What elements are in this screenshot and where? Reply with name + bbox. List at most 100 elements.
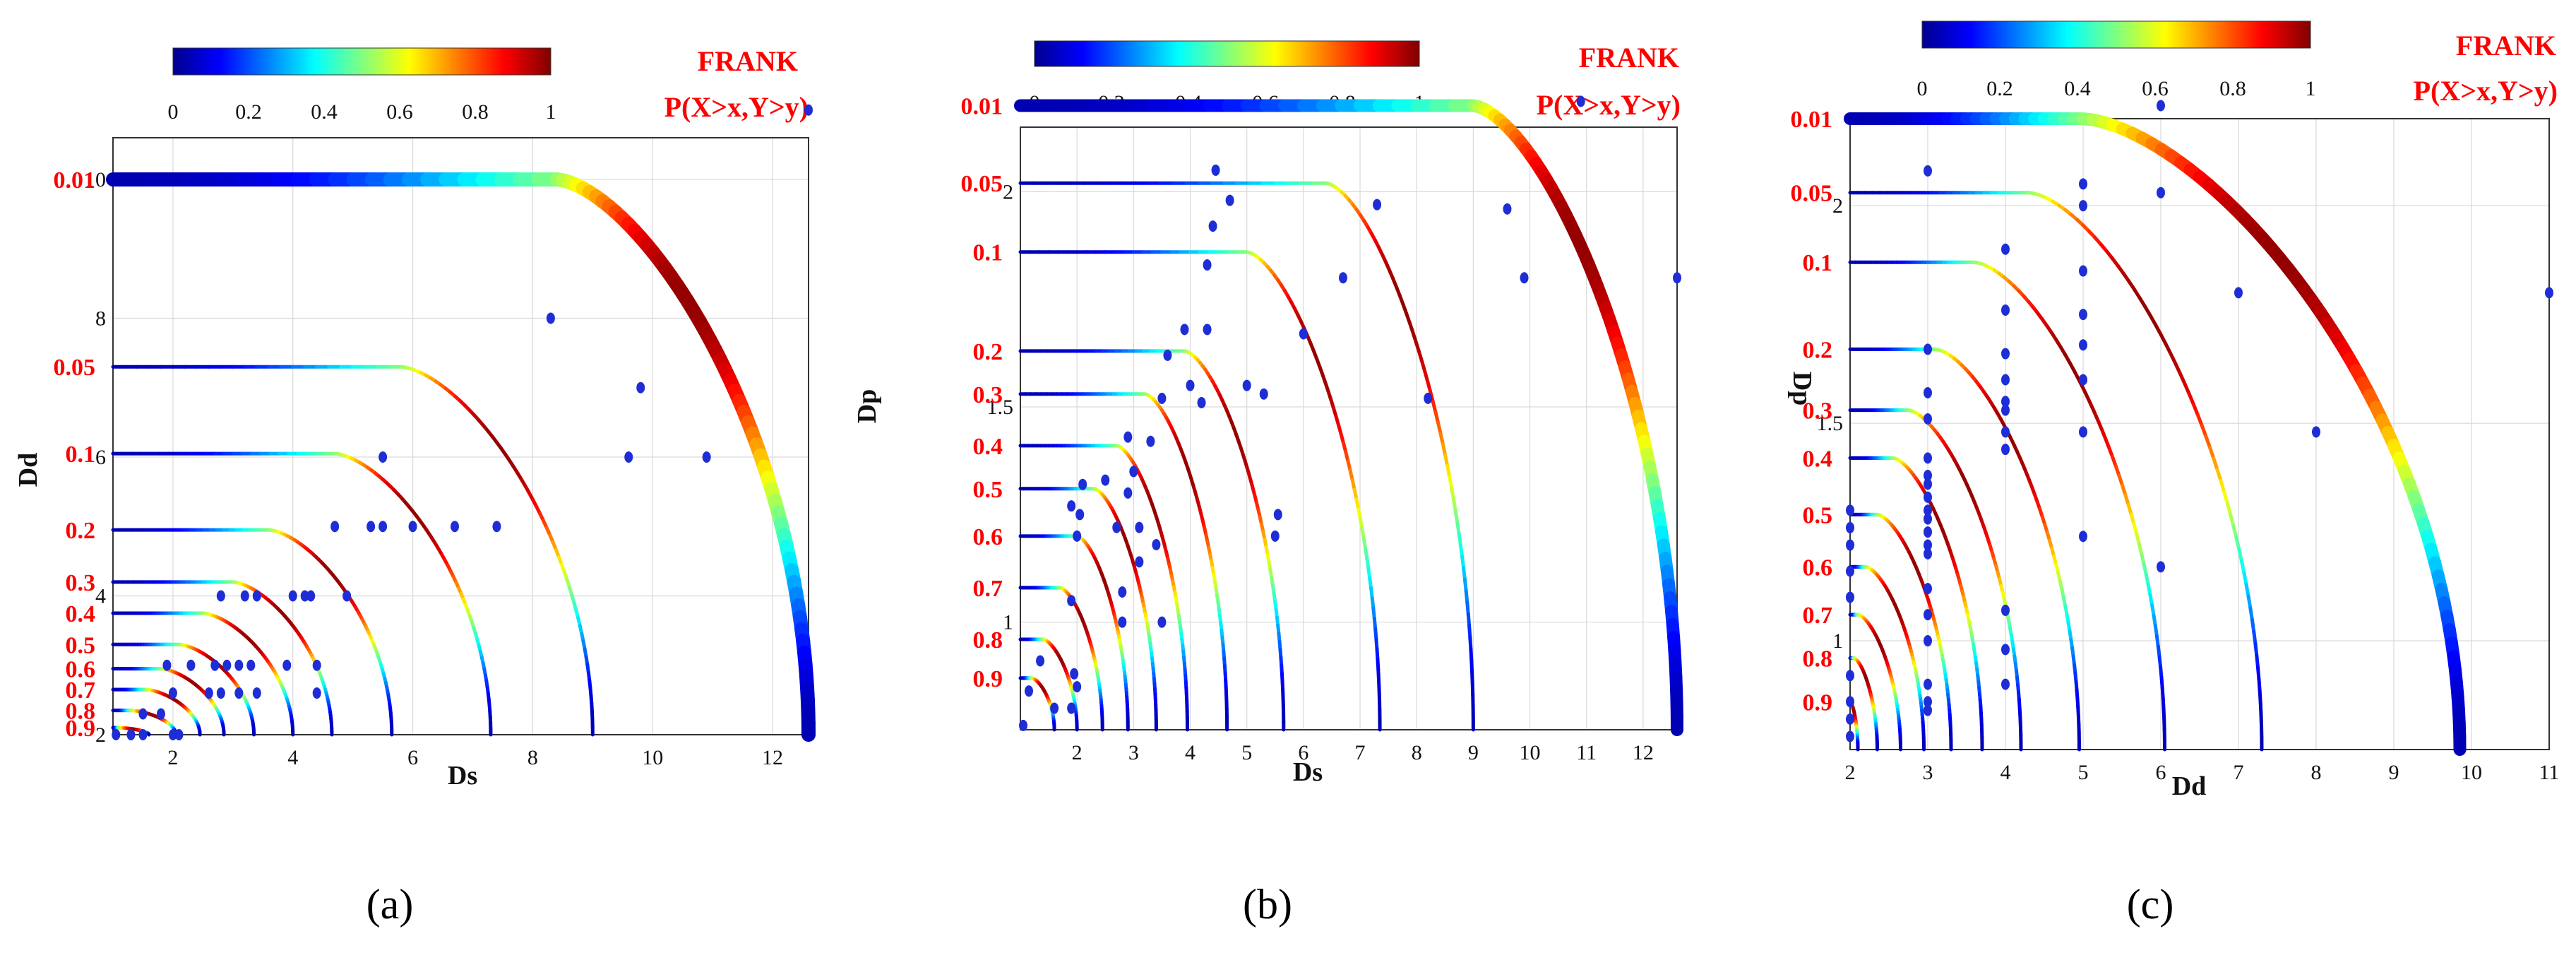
data-point [2001,374,2010,386]
p-level-label: 0.3 [1803,398,1833,425]
legend-subtitle-b: P(X>x,Y>y) [1537,89,1681,121]
data-point [1270,530,1280,542]
p-level-label: 0.2 [66,518,96,544]
colorbar-c [1921,20,2311,49]
data-point [1924,504,1932,516]
x-tick-label: 11 [1576,741,1597,764]
p-level-label: 0.4 [1803,446,1833,472]
x-tick-label: 10 [642,746,663,769]
contour-segment [1445,463,1452,479]
contour-segment [2187,392,2195,406]
contour-segment [2253,641,2259,658]
p-level-label: 0.2 [973,339,1003,365]
points-a [112,104,813,740]
cb-tick-1: 0.2 [235,100,262,124]
y-ticks-b: 11.52 [987,180,1014,634]
data-point [378,521,388,533]
x-tick-label: 6 [2156,761,2166,784]
data-point [1924,635,1932,647]
data-point [2001,396,2010,408]
plot-area-c [1849,118,2550,750]
contour-segment [2244,582,2250,598]
data-point [2001,404,2010,416]
contour-0.3 [1848,408,2023,752]
x-tick-label: 5 [1241,741,1252,764]
data-point [1073,530,1082,542]
data-point [1070,668,1079,680]
contour-0.1 [111,451,493,737]
caption-b: (b) [1243,881,1292,928]
data-point [210,659,220,671]
data-point [1146,435,1155,447]
data-point [138,708,148,720]
data-point [1180,324,1189,336]
data-point [1197,396,1206,408]
data-point [1924,678,1932,690]
y-tick-label: 10 [85,168,106,191]
p-level-label: 0.8 [1803,646,1833,673]
contour-segment [1455,520,1461,535]
contour-segment [1441,442,1448,457]
cb-tick-0: 0 [1917,77,1928,100]
data-point [1073,681,1082,693]
contour-segment [2178,372,2187,386]
p-level-label: 0.6 [973,524,1003,550]
contour-segment [2225,502,2233,517]
cb-tick-0: 0 [168,100,179,124]
p-level-label: 0.01 [54,167,96,194]
x-label-c: Dd [2172,771,2207,801]
x-tick-label: 10 [1520,741,1541,764]
y-label-a: Dd [13,453,43,487]
p-level-label: 0.8 [66,699,96,725]
data-point [1075,509,1085,521]
data-point [222,659,232,671]
contour-segment [1457,531,1462,547]
data-point [1208,220,1217,232]
data-point [1846,730,1854,742]
data-point [1225,194,1234,206]
p-level-label: 0.05 [1791,181,1833,207]
p-level-label: 0.7 [1803,603,1833,629]
contour-segment [1458,543,1465,558]
contour-segment [2200,423,2208,439]
data-point [408,521,417,533]
data-point [300,590,309,602]
cb-tick-3: 0.6 [2142,77,2169,100]
contour-segment [1464,588,1469,605]
data-point [1067,595,1076,607]
data-point [312,659,321,671]
x-tick-label: 5 [2078,761,2089,784]
data-point [1846,539,1854,551]
panel-c: 0 0.2 0.4 0.6 0.8 1 FRANK P(X>x,Y>y) 2 3 4… [1787,20,2559,928]
data-point [1924,452,1932,464]
contours-c [1844,112,2467,756]
contour-0.8 [1848,656,1879,752]
p-level-label: 0.05 [54,355,96,381]
y-tick-label: 4 [95,584,106,608]
contour-segment [2159,332,2168,346]
data-point [2157,100,2165,112]
contour-segment [2164,342,2173,355]
x-tick-label: 2 [1072,741,1083,764]
contour-segment [2229,513,2236,528]
data-point [1924,583,1932,595]
x-label-a: Ds [448,761,477,791]
data-point [804,104,813,116]
data-point [1157,616,1167,628]
contour-0.2 [1018,349,1286,732]
data-point [138,729,148,740]
data-point [306,590,316,602]
data-point [1101,474,1110,486]
data-point [1924,478,1932,490]
x-tick-label: 4 [287,746,298,769]
p-level-label: 0.1 [1803,250,1833,276]
p-level-label: 0.05 [961,171,1003,197]
contour-0.01 [1844,112,2467,756]
data-point [1576,95,1585,107]
contour-segment [2246,594,2253,610]
contour-segment [2191,402,2200,417]
p-level-label: 0.6 [1803,555,1833,581]
contour-segment [1460,554,1466,570]
data-point [1846,696,1854,708]
contour-segment [2250,617,2256,634]
